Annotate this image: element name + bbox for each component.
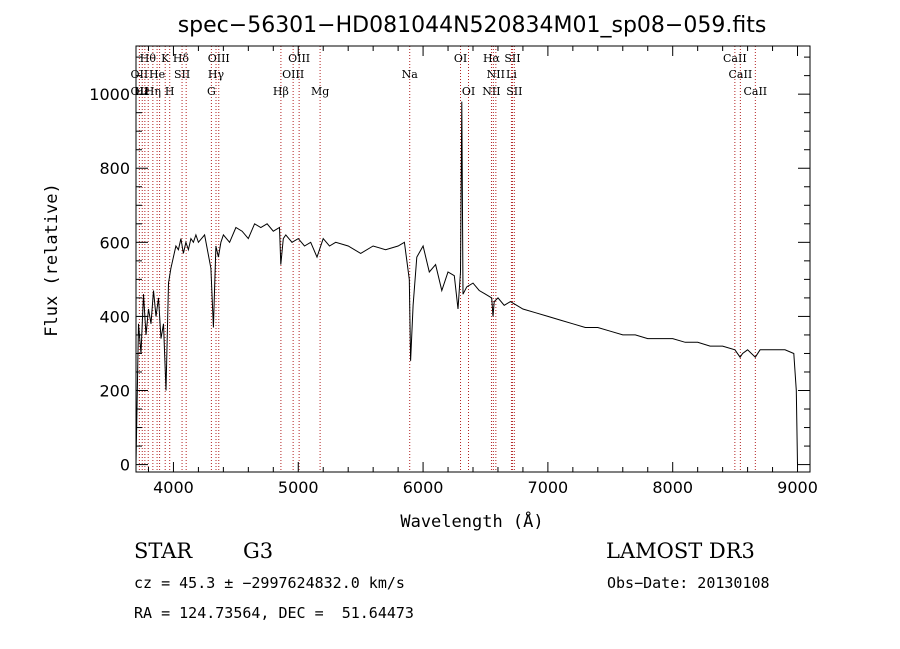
- x-axis-label: Wavelength (Å): [400, 510, 543, 532]
- spectral-line-markers: [138, 46, 756, 472]
- line-label-14: Na: [402, 68, 419, 81]
- obs-date-text: Obs−Date: 20130108: [607, 574, 770, 592]
- y-axis-ticks: 0 200 400 600 800 1000: [89, 56, 810, 475]
- x-tick-label-9000: 9000: [777, 478, 818, 497]
- object-subclass: G3: [243, 539, 274, 563]
- line-label-3: OIII: [208, 52, 230, 65]
- line-label-27: SII: [506, 85, 522, 98]
- line-label-7: SII: [504, 52, 520, 65]
- chart-title: spec−56301−HD081044N520834M01_sp08−059.f…: [178, 13, 767, 38]
- x-tick-label-7000: 7000: [528, 478, 569, 497]
- line-label-28: CaII: [743, 85, 767, 98]
- spectrum-line: [135, 101, 798, 465]
- line-label-6: Hα: [483, 52, 501, 65]
- x-tick-label-8000: 8000: [652, 478, 693, 497]
- line-label-23: Hβ: [273, 85, 289, 98]
- line-label-21: H: [165, 85, 175, 98]
- line-label-11: SII: [174, 68, 190, 81]
- redshift-text: cz = 45.3 ± −2997624832.0 km/s: [134, 574, 405, 592]
- line-label-4: OIII: [288, 52, 310, 65]
- line-label-5: OI: [454, 52, 467, 65]
- y-axis-label: Flux (relative): [42, 183, 62, 337]
- line-label-24: Mg: [311, 85, 329, 98]
- y-tick-label-200: 200: [99, 382, 130, 401]
- line-label-8: CaII: [723, 52, 747, 65]
- plot-frame: [135, 45, 811, 473]
- line-label-19: Hε: [135, 85, 151, 98]
- line-label-17: CaII: [729, 68, 753, 81]
- line-label-25: OI: [462, 85, 475, 98]
- object-class: STAR: [134, 539, 193, 563]
- y-tick-label-800: 800: [99, 159, 130, 178]
- line-label-26: NII: [482, 85, 500, 98]
- line-label-16: Li: [506, 68, 517, 81]
- x-tick-label-4000: 4000: [153, 478, 194, 497]
- line-label-22: G: [207, 85, 216, 98]
- line-label-2: Hδ: [173, 52, 190, 65]
- coordinates-text: RA = 124.73564, DEC = 51.64473: [134, 604, 414, 622]
- line-label-1: K: [161, 52, 170, 65]
- line-label-10: He: [149, 68, 165, 81]
- line-label-0: Hθ: [140, 52, 157, 65]
- y-tick-label-400: 400: [99, 307, 130, 326]
- line-label-9: OII: [131, 68, 149, 81]
- line-label-13: OIII: [282, 68, 304, 81]
- line-label-20: Hη: [145, 85, 161, 98]
- y-tick-label-0: 0: [120, 456, 130, 475]
- x-tick-label-6000: 6000: [403, 478, 444, 497]
- line-label-15: NII: [487, 68, 505, 81]
- line-label-18: OII: [131, 85, 149, 98]
- x-tick-label-5000: 5000: [278, 478, 319, 497]
- x-axis-ticks: 4000 5000 6000 7000 8000 9000: [147, 46, 818, 497]
- y-tick-label-600: 600: [99, 233, 130, 252]
- y-tick-label-1000: 1000: [89, 85, 130, 104]
- survey-name: LAMOST DR3: [606, 539, 755, 563]
- line-label-12: Hγ: [208, 68, 225, 81]
